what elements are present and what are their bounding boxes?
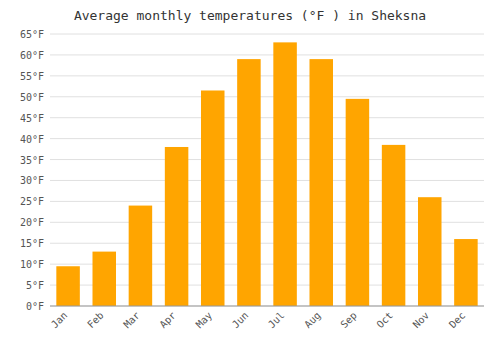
y-tick-label: 20°F <box>20 217 44 228</box>
grid-line <box>50 54 484 55</box>
bar <box>418 197 442 306</box>
grid-line <box>50 159 484 160</box>
x-tick-label: Aug <box>302 310 323 331</box>
bar <box>56 266 80 306</box>
y-tick-label: 25°F <box>20 196 44 207</box>
x-tick-label: Feb <box>85 310 106 331</box>
x-tick-label: May <box>194 310 215 331</box>
x-tick-label: Nov <box>411 310 432 331</box>
y-tick-label: 5°F <box>26 280 44 291</box>
y-axis: 0°F 5°F 10°F 15°F 20°F 25°F 30°F 35°F 40°F 45°F 50… <box>20 29 44 312</box>
grid-line <box>50 34 484 35</box>
x-tick-label: Oct <box>374 310 395 331</box>
chart: Average monthly temperatures (°F ) in Sh… <box>0 0 500 350</box>
x-tick-label: Jan <box>49 310 70 331</box>
x-tick-label: Dec <box>447 310 468 331</box>
grid-line <box>50 96 484 97</box>
bar <box>92 252 116 306</box>
y-tick-label: 65°F <box>20 29 44 40</box>
x-tick-label: Jul <box>266 310 287 331</box>
x-tick-label: Mar <box>121 310 142 331</box>
bar <box>309 59 333 306</box>
x-axis-line <box>50 306 484 307</box>
x-tick-label: Sep <box>338 310 359 331</box>
y-tick-label: 30°F <box>20 175 44 186</box>
grid-line <box>50 306 484 307</box>
y-tick-label: 45°F <box>20 113 44 124</box>
bar <box>273 42 297 306</box>
grid-line <box>50 180 484 181</box>
bar <box>165 147 189 306</box>
y-tick-label: 35°F <box>20 155 44 166</box>
grid-line <box>50 117 484 118</box>
bar <box>346 99 370 306</box>
bar <box>129 206 153 306</box>
x-axis: Jan Feb Mar Apr May Jun Jul Aug Sep Oct Nov Dec <box>49 306 484 330</box>
bar <box>201 90 225 306</box>
y-tick-label: 15°F <box>20 238 44 249</box>
x-tick-label: Jun <box>230 310 251 331</box>
bar <box>454 239 478 306</box>
y-tick-label: 60°F <box>20 50 44 61</box>
grid-line <box>50 75 484 76</box>
grid-line <box>50 138 484 139</box>
y-tick-label: 50°F <box>20 92 44 103</box>
bar <box>237 59 261 306</box>
bars <box>56 42 477 306</box>
title: Average monthly temperatures (°F ) in Sh… <box>74 8 426 23</box>
x-tick-label: Apr <box>157 310 178 331</box>
y-tick-label: 40°F <box>20 134 44 145</box>
bar <box>382 145 406 306</box>
y-tick-label: 55°F <box>20 71 44 82</box>
y-tick-label: 10°F <box>20 259 44 270</box>
grid <box>50 34 484 306</box>
y-tick-label: 0°F <box>26 301 44 312</box>
